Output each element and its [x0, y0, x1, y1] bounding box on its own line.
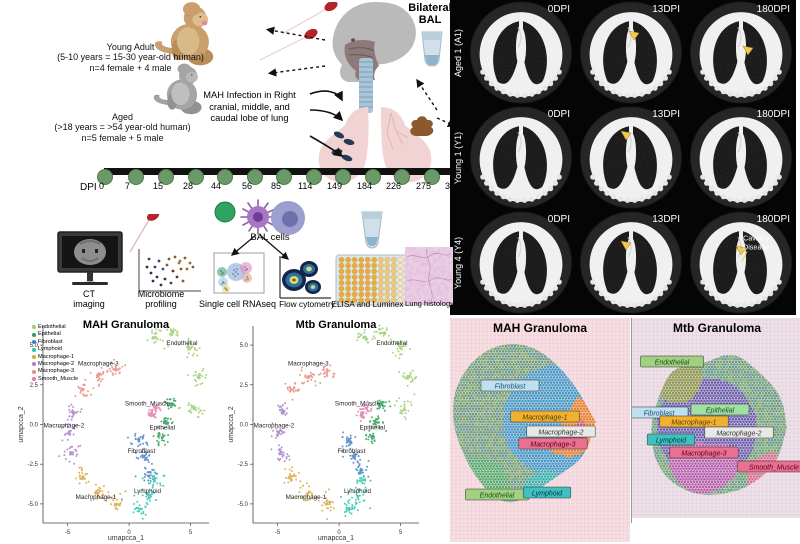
- svg-text:umapcca_2: umapcca_2: [228, 406, 235, 442]
- svg-text:MAH Granuloma: MAH Granuloma: [493, 321, 587, 335]
- svg-text:Endothelial: Endothelial: [655, 359, 690, 366]
- svg-text:Macrophage-3: Macrophage-3: [78, 361, 119, 368]
- svg-text:2.5: 2.5: [240, 383, 249, 389]
- svg-text:umapcca_1: umapcca_1: [108, 535, 144, 542]
- svg-text:Endothelial: Endothelial: [166, 340, 197, 347]
- svg-text:Epithelial: Epithelial: [706, 407, 735, 414]
- svg-text:Macrophage-2: Macrophage-2: [44, 423, 85, 430]
- svg-text:Macrophage-3: Macrophage-3: [681, 450, 726, 457]
- svg-text:5.0: 5.0: [240, 343, 249, 349]
- svg-text:180DPI: 180DPI: [757, 4, 790, 15]
- svg-text:Smooth_Muscle: Smooth_Muscle: [749, 464, 799, 471]
- svg-text:Macrophage-2: Macrophage-2: [716, 430, 761, 437]
- svg-text:180DPI: 180DPI: [757, 109, 790, 120]
- svg-text:Lymphoid: Lymphoid: [344, 488, 372, 495]
- svg-text:-5.0: -5.0: [238, 502, 249, 508]
- svg-text:-2.5: -2.5: [28, 462, 39, 468]
- svg-text:Epithelial: Epithelial: [360, 424, 386, 431]
- svg-text:-5: -5: [275, 530, 281, 536]
- svg-text:13DPI: 13DPI: [652, 214, 680, 225]
- svg-text:Endothelial: Endothelial: [480, 492, 515, 499]
- svg-text:0.0: 0.0: [240, 423, 249, 429]
- svg-text:Macrophage-3: Macrophage-3: [530, 441, 575, 448]
- svg-text:0.0: 0.0: [30, 423, 39, 429]
- svg-text:Macrophage-2: Macrophage-2: [538, 429, 583, 436]
- svg-text:Fibroblast: Fibroblast: [495, 383, 527, 390]
- svg-text:umapcca_1: umapcca_1: [318, 535, 354, 542]
- svg-text:MAH Granuloma: MAH Granuloma: [83, 319, 170, 331]
- svg-text:Lymphoid: Lymphoid: [656, 437, 687, 444]
- svg-text:Endothelial: Endothelial: [376, 340, 407, 347]
- svg-text:Lymphoid: Lymphoid: [134, 488, 162, 495]
- svg-text:0DPI: 0DPI: [548, 4, 570, 15]
- svg-text:Disease: Disease: [743, 243, 769, 252]
- svg-text:Mtb Granuloma: Mtb Granuloma: [296, 319, 378, 331]
- svg-text:0DPI: 0DPI: [548, 214, 570, 225]
- svg-text:umapcca_2: umapcca_2: [18, 406, 25, 442]
- svg-text:Macrophage-2: Macrophage-2: [254, 423, 295, 430]
- svg-text:Macrophage-1: Macrophage-1: [286, 494, 327, 501]
- svg-text:Fibroblast: Fibroblast: [338, 448, 366, 455]
- svg-text:13DPI: 13DPI: [652, 109, 680, 120]
- svg-text:-5.0: -5.0: [28, 502, 39, 508]
- svg-text:Lymphoid: Lymphoid: [532, 490, 563, 497]
- svg-text:Macrophage-1: Macrophage-1: [671, 419, 716, 426]
- svg-text:2.5: 2.5: [30, 383, 39, 389]
- svg-text:13DPI: 13DPI: [652, 4, 680, 15]
- svg-text:-2.5: -2.5: [238, 462, 249, 468]
- svg-text:-5: -5: [65, 530, 71, 536]
- svg-text:Macrophage-3: Macrophage-3: [288, 361, 329, 368]
- svg-text:Macrophage-1: Macrophage-1: [522, 414, 567, 421]
- svg-text:Epithelial: Epithelial: [150, 424, 176, 431]
- svg-text:Mtb Granuloma: Mtb Granuloma: [673, 321, 761, 335]
- svg-text:180DPI: 180DPI: [757, 214, 790, 225]
- svg-text:0DPI: 0DPI: [548, 109, 570, 120]
- svg-text:Fibroblast: Fibroblast: [128, 448, 156, 455]
- svg-text:Macrophage-1: Macrophage-1: [76, 494, 117, 501]
- svg-text:Smooth_Muscle: Smooth_Muscle: [335, 400, 381, 407]
- svg-text:Smooth_Muscle: Smooth_Muscle: [125, 400, 171, 407]
- svg-text:Cavitary: Cavitary: [743, 234, 770, 243]
